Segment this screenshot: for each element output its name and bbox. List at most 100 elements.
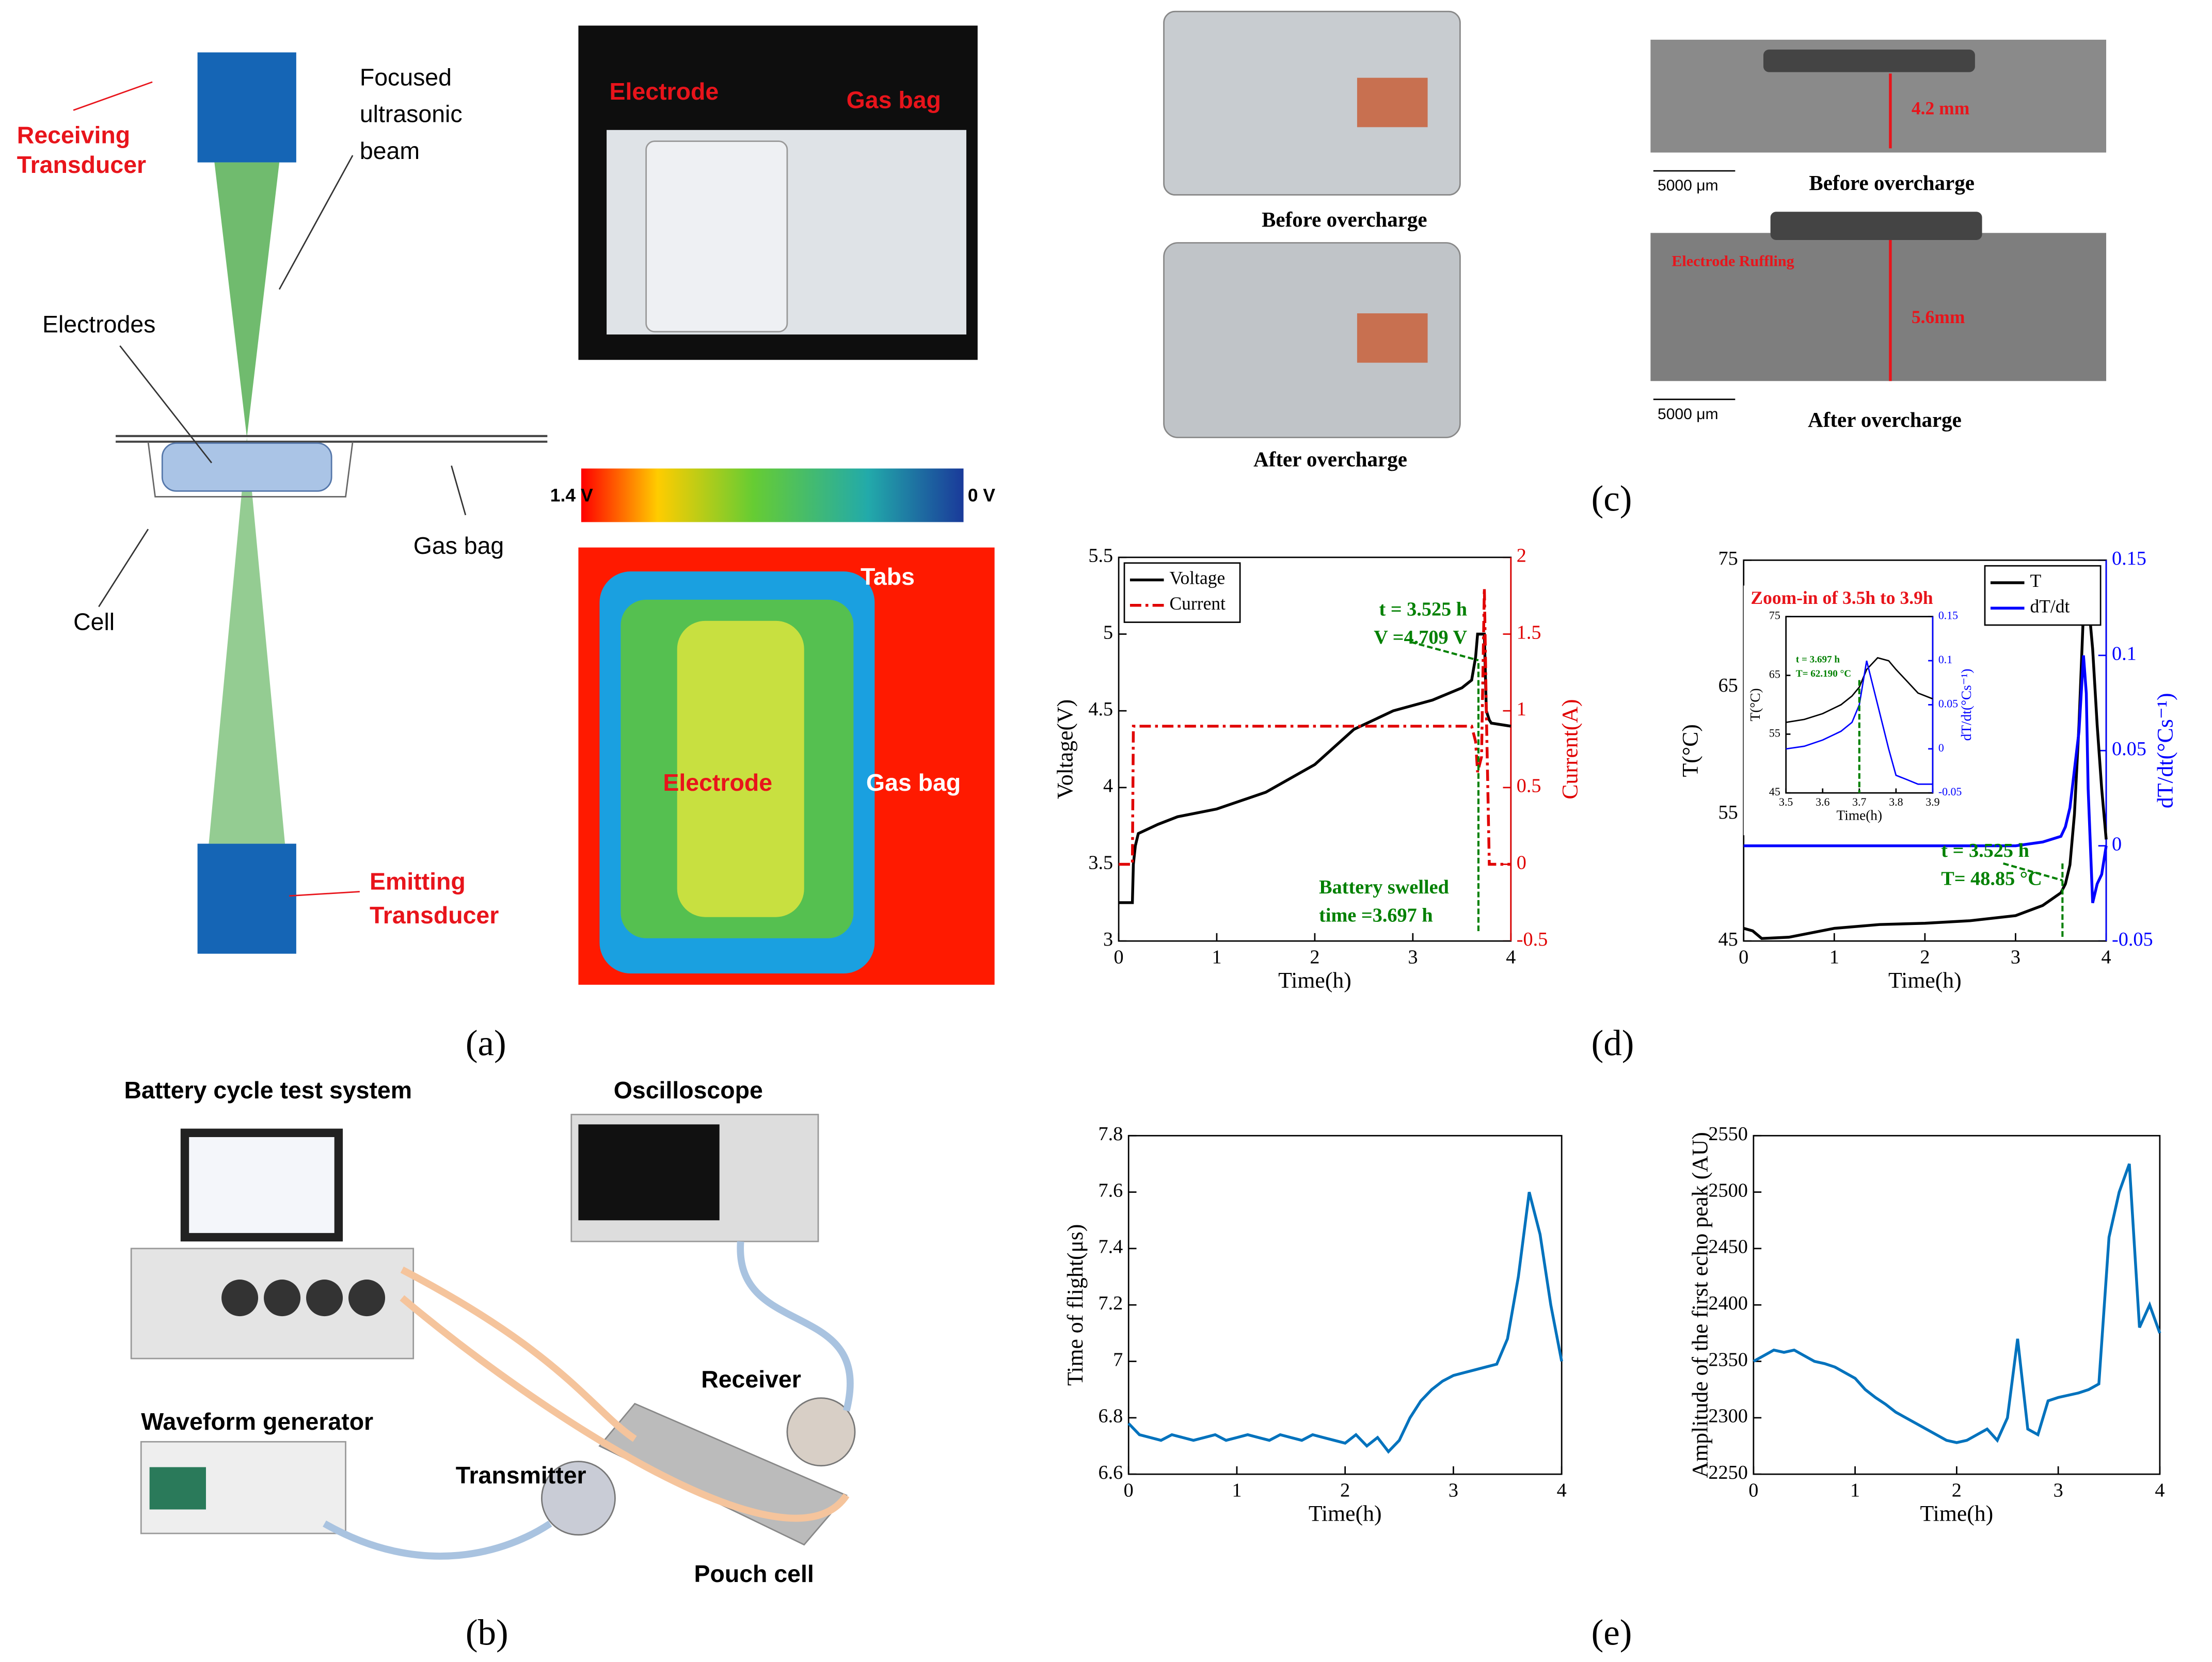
label: 1.4 V [550,485,593,506]
receiver [786,1397,856,1467]
y-tick-label: 5.5 [1088,545,1113,567]
y-tick-label: 7.6 [1098,1179,1123,1201]
x-axis-label: Time(h) [1920,1501,1994,1526]
label: Transducer [370,902,499,929]
y-tick-label: 6.6 [1098,1462,1123,1483]
cell-outline [147,441,354,498]
cell-xray [1763,50,1975,72]
x-tick-label: 3.5 [1779,796,1793,808]
y2-tick-label: 0.5 [1517,775,1541,797]
label: Focused [360,64,452,91]
x-axis-label: Time(h) [1309,1501,1382,1526]
label: 5000 μm [1658,177,1718,194]
receiving-transducer [197,52,296,163]
panel-labels: (a) (b) (c) (d) (e) [466,479,1634,1653]
label: Cell [73,609,115,635]
y2-tick-label: 0.15 [1938,610,1958,622]
scope-screen [578,1124,720,1221]
x-tick-label: 1 [1212,946,1221,968]
x-tick-label: 4 [1557,1479,1567,1501]
panel-c-images: Before overcharge After overcharge 4.2 m… [1163,10,2107,471]
label: Transducer [17,151,146,178]
x-tick-label: 1 [1829,946,1839,968]
chart: 3.5 3.6 3.7 3.8 3.9 45 55 65 75 -0.05 0 0.05 0.1 0.15… [1743,585,1982,836]
y-tick-label: 65 [1718,675,1738,696]
annotation: time =3.697 h [1319,904,1433,926]
annotation: t = 3.525 h [1379,598,1468,620]
x-tick-label: 3 [1408,946,1418,968]
y-axis-label: Voltage(V) [1053,699,1078,799]
y2-axis-label: dT/dt(°Cs⁻¹) [2153,693,2178,808]
series-line [1786,657,1933,723]
x-tick-label: 3.9 [1925,796,1939,808]
arrows [73,81,467,897]
label: 4.2 mm [1912,98,1969,119]
y-tick-label: 7.2 [1098,1292,1123,1314]
y-tick-label: 55 [1769,727,1780,739]
emitting-transducer [197,843,296,954]
y-tick-label: 2550 [1708,1123,1747,1145]
transmitter [541,1461,616,1536]
label: Gas bag [866,769,961,796]
label: After overcharge [1253,447,1407,471]
y-tick-label: 2500 [1708,1179,1747,1201]
legend-label: dT/dt [2030,596,2070,616]
label: Electrodes [42,311,155,338]
label: beam [360,137,420,164]
inset-title: Zoom-in of 3.5h to 3.9h [1750,587,1933,608]
x-tick-label: 0 [1748,1479,1758,1501]
electrode [645,140,788,332]
series-line [1743,655,2108,904]
x-tick-label: 3.6 [1816,796,1829,808]
y-tick-label: 5 [1103,621,1113,643]
panel-label: (b) [466,1613,508,1653]
y-tick-label: 7.8 [1098,1123,1123,1145]
chart: 0 1 2 3 4 6.6 6.8 7 7.2 7.4 7.6 7.8 Time(h) Time of f… [1063,1123,1567,1526]
y2-tick-label: 0 [1938,742,1944,754]
sensor [1357,77,1428,127]
label: Emitting [370,868,466,894]
cell-xray [1770,212,1982,240]
y-axis-label: Amplitude of the first echo peak (AU) [1688,1132,1712,1478]
label: 5000 μm [1658,406,1718,423]
label: Battery cycle test system [124,1077,412,1104]
axes-box [1753,1134,2161,1475]
series-line [1119,588,1511,866]
y-tick-label: 2450 [1708,1236,1747,1258]
label: 5.6mm [1912,307,1965,327]
y-tick-label: 4 [1103,775,1113,797]
annotation: V =4.709 V [1374,627,1467,648]
y2-tick-label: 0.15 [2112,548,2146,569]
chart: 0 1 2 3 4 2250 2300 2350 2400 2450 2500 2550 Time(h)… [1688,1123,2165,1526]
x-tick-label: 1 [1850,1479,1860,1501]
y-tick-label: 45 [1769,786,1780,798]
cell [161,442,332,492]
legend-label: Voltage [1169,568,1225,588]
x-tick-label: 3.8 [1889,796,1903,808]
label: Gas bag [847,86,941,113]
photo [1163,242,1461,438]
x-tick-label: 2 [1310,946,1319,968]
y2-tick-label: 0.1 [1938,653,1952,666]
series-line [1127,1191,1563,1454]
legend-label: Current [1169,593,1226,614]
panel-label: (e) [1592,1613,1632,1653]
panel-a-diagram: Receiving Transducer Focused ultrasonic … [17,25,995,985]
fans [221,1280,386,1317]
y-tick-label: 2400 [1708,1292,1747,1314]
y2-tick-label: -0.5 [1517,929,1548,950]
annotation: Battery swelled [1319,876,1449,898]
y2-tick-label: 2 [1517,545,1526,567]
label: Receiver [701,1366,801,1393]
y-tick-label: 6.8 [1098,1405,1123,1427]
label: Electrode [663,769,772,796]
sensor [1357,313,1428,363]
x-axis-label: Time(h) [1278,968,1351,993]
y-axis-label: T(°C) [1747,688,1763,721]
panel-label: (d) [1592,1023,1634,1063]
x-tick-label: 2 [1952,1479,1962,1501]
x-tick-label: 3 [2054,1479,2063,1501]
x-tick-label: 1 [1232,1479,1242,1501]
y-tick-label: 3.5 [1088,852,1113,873]
